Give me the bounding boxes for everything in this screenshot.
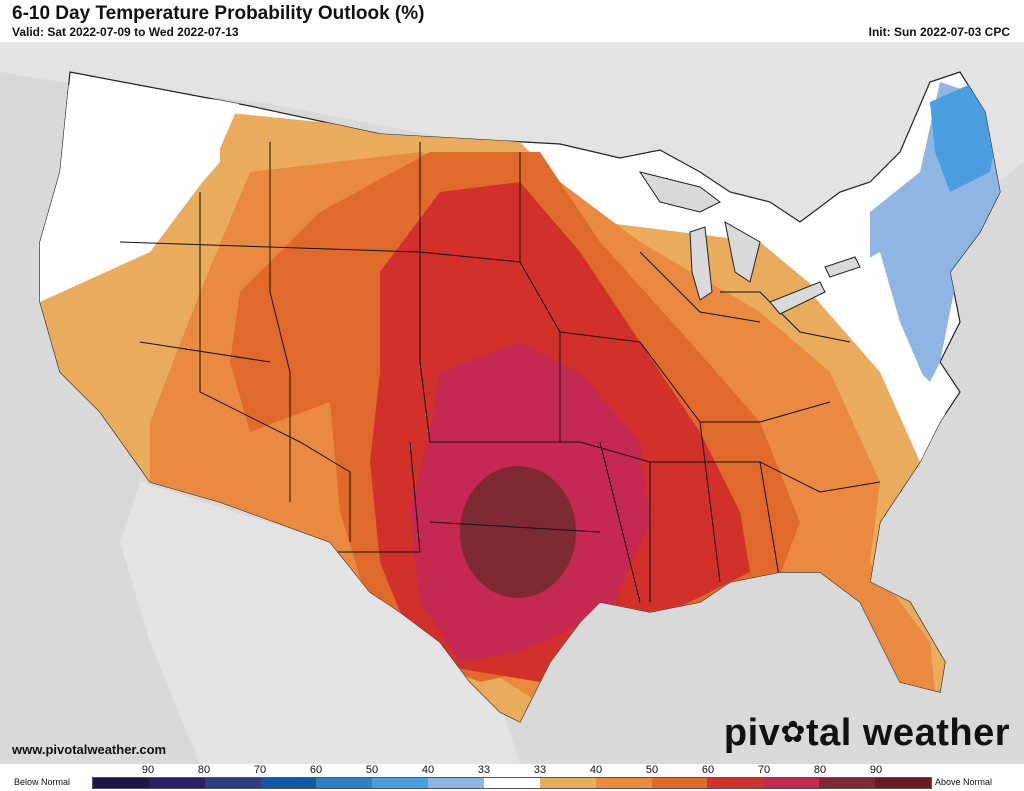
color-legend: Below Normal 90 80 70 60 50 40 33 33 40 50 60 70 80 9…: [0, 764, 1024, 791]
valid-period: Valid: Sat 2022-07-09 to Wed 2022-07-13: [12, 25, 239, 39]
mexico-land: [120, 482, 520, 764]
legend-tick: 50: [365, 764, 379, 776]
gear-icon: ✿: [780, 716, 806, 749]
legend-swatch: [651, 778, 708, 788]
lake-michigan: [689, 226, 713, 301]
legend-tick: 70: [253, 764, 267, 776]
legend-colorbar: [92, 777, 932, 789]
map-title: 6-10 Day Temperature Probability Outlook…: [12, 3, 425, 24]
above-normal-label: Above Normal: [935, 777, 993, 787]
legend-tick: 33: [533, 764, 547, 776]
legend-swatch: [763, 778, 820, 788]
lake-superior: [638, 171, 721, 213]
legend-tick: 60: [701, 764, 715, 776]
brand-logo: piv✿tal weather: [724, 712, 1010, 755]
near-normal-midatlantic: [810, 252, 950, 462]
legend-ticks: 90 80 70 60 50 40 33 33 40 50 60 70 80 90: [92, 764, 932, 777]
legend-swatch: [316, 778, 373, 788]
legend-swatch: [372, 778, 429, 788]
legend-tick: 40: [589, 764, 603, 776]
legend-tick: 90: [141, 764, 155, 776]
legend-tick: 80: [197, 764, 211, 776]
map-panel: [0, 42, 1024, 764]
header: 6-10 Day Temperature Probability Outlook…: [0, 0, 1024, 42]
legend-tick: 80: [813, 764, 827, 776]
legend-swatch: [260, 778, 317, 788]
brand-right: tal weather: [805, 712, 1010, 754]
legend-swatch: [539, 778, 596, 788]
legend-tick: 90: [869, 764, 883, 776]
contour-above-80: [460, 466, 576, 598]
legend-tick: 33: [477, 764, 491, 776]
outlook-map: [0, 42, 1024, 764]
legend-swatch: [428, 778, 485, 788]
legend-swatch: [93, 778, 149, 788]
legend-swatch: [484, 778, 540, 788]
legend-tick: 50: [645, 764, 659, 776]
legend-swatch: [875, 778, 931, 788]
legend-swatch: [707, 778, 764, 788]
brand-left: piv: [723, 712, 781, 754]
lake-ontario: [824, 256, 861, 278]
legend-swatch: [819, 778, 876, 788]
legend-swatch: [595, 778, 652, 788]
legend-tick: 70: [757, 764, 771, 776]
init-time: Init: Sun 2022-07-03 CPC: [868, 25, 1010, 39]
below-normal-label: Below Normal: [14, 777, 71, 787]
legend-swatch: [148, 778, 205, 788]
contour-below-40: [930, 82, 1000, 192]
lake-erie: [769, 281, 826, 315]
state-boundaries: [119, 142, 881, 603]
lake-huron: [724, 221, 761, 283]
legend-swatch: [204, 778, 261, 788]
website-link[interactable]: www.pivotalweather.com: [12, 742, 167, 757]
near-normal-northwest: [40, 82, 240, 302]
legend-tick: 60: [309, 764, 323, 776]
legend-tick: 40: [421, 764, 435, 776]
